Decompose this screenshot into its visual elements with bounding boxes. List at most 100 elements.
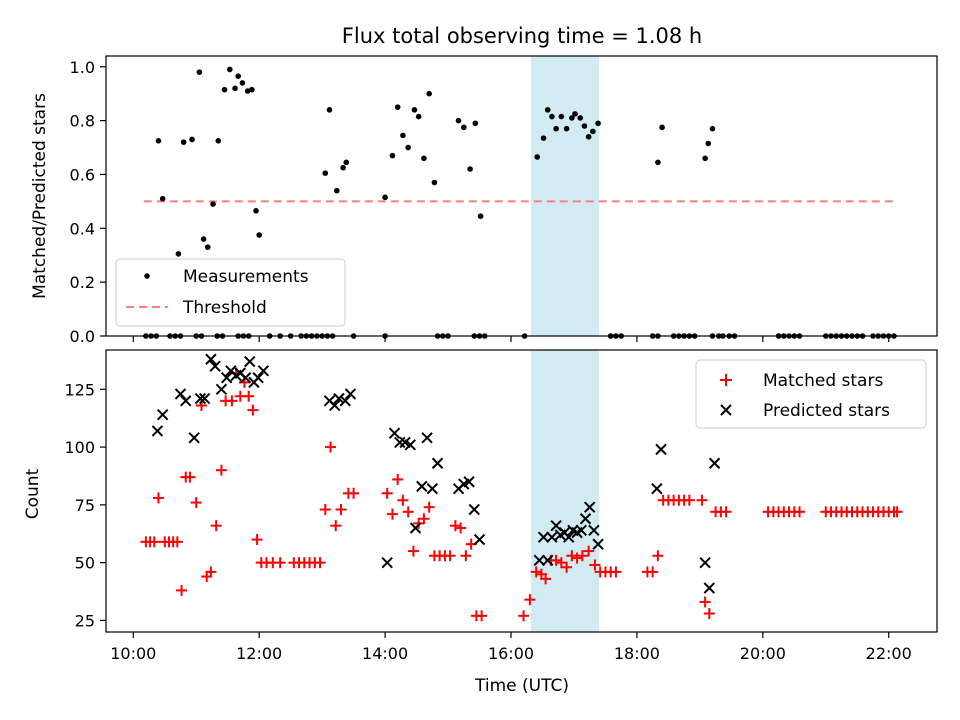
measurement-point — [232, 85, 238, 92]
matched-star-point — [518, 610, 530, 622]
bottom-count-points — [140, 353, 903, 622]
matched-star-point — [335, 503, 347, 515]
measurement-point — [467, 166, 473, 172]
measurement-point — [659, 124, 665, 131]
measurement-point — [702, 155, 708, 162]
matched-star-point — [794, 506, 806, 518]
measurement-point — [477, 213, 484, 219]
measurement-point — [563, 125, 570, 132]
matched-star-point — [566, 550, 578, 562]
matched-star-point — [423, 501, 435, 513]
predicted-star-point — [426, 482, 439, 495]
predicted-star-point — [579, 513, 592, 525]
measurement-point — [590, 128, 596, 135]
predicted-star-point — [550, 519, 562, 532]
predicted-star-point — [252, 372, 264, 384]
matched-star-point — [319, 503, 331, 515]
bottom-y-tick-label: 50 — [75, 554, 95, 573]
measurement-point — [400, 132, 406, 139]
measurement-point — [581, 123, 588, 129]
matched-star-point — [348, 487, 360, 499]
matched-star-point — [524, 594, 536, 606]
matched-star-point — [274, 557, 286, 569]
measurement-point — [705, 140, 712, 147]
predicted-star-point — [655, 443, 667, 456]
predicted-star-point — [257, 365, 270, 377]
predicted-star-point — [198, 392, 211, 405]
top-y-tick-label: 0.6 — [70, 165, 95, 184]
x-tick-label: 14:00 — [362, 644, 408, 663]
matched-star-point — [407, 545, 419, 557]
bottom-y-tick-label: 100 — [64, 438, 95, 457]
measurement-point — [340, 164, 346, 171]
predicted-star-point — [703, 582, 716, 594]
predicted-star-point — [588, 524, 600, 537]
top-y-tick-label: 0.8 — [70, 112, 95, 131]
legend-matched-label: Matched stars — [763, 371, 883, 391]
measurement-point — [235, 73, 242, 79]
chart-title: Flux total observing time = 1.08 h — [342, 24, 702, 48]
legend-threshold-label: Threshold — [182, 298, 267, 318]
predicted-star-point — [409, 522, 422, 534]
predicted-star-point — [344, 388, 357, 400]
bottom-shaded-span — [530, 350, 600, 632]
measurement-point — [460, 124, 467, 131]
matched-star-point — [171, 536, 183, 548]
measurement-point — [544, 107, 551, 113]
matched-star-point — [152, 492, 164, 504]
top-plot-frame — [105, 55, 938, 337]
predicted-star-point — [473, 533, 486, 546]
predicted-star-point — [421, 432, 433, 444]
matched-star-point — [699, 596, 711, 608]
x-tick-label: 10:00 — [110, 644, 156, 663]
matched-star-point — [589, 559, 601, 571]
matched-star-point — [576, 550, 588, 562]
predicted-star-point — [188, 432, 200, 444]
predicted-star-point — [546, 531, 558, 543]
measurement-point — [411, 107, 418, 113]
matched-star-point — [703, 608, 715, 620]
matched-star-point — [210, 520, 222, 532]
bottom-x-ticks: 10:00 12:00 14:00 16:00 18:00 20:00 22:00 — [110, 632, 912, 663]
matched-star-point — [386, 508, 398, 520]
measurement-point — [534, 154, 541, 160]
bottom-y-tick-label: 75 — [75, 496, 95, 515]
matched-star-point — [330, 520, 342, 532]
x-tick-label: 22:00 — [866, 644, 912, 663]
x-tick-label: 20:00 — [740, 644, 786, 663]
predicted-star-point — [329, 399, 341, 412]
bottom-y-axis-label: Count — [23, 468, 43, 519]
top-y-axis-label: Matched/Predicted stars — [30, 93, 50, 299]
matched-star-point — [215, 464, 227, 476]
matched-star-point — [696, 494, 708, 506]
bottom-plot-frame — [105, 349, 938, 633]
measurement-point — [585, 133, 592, 140]
top-y-tick-label: 0.4 — [70, 219, 95, 238]
matched-star-point — [460, 550, 472, 562]
matched-star-point — [583, 545, 595, 557]
top-y-tick-label: 0.0 — [70, 327, 95, 346]
predicted-star-point — [651, 482, 663, 495]
top-panel: 0.0 0.2 0.4 0.6 0.8 1.0 Matched/Predicted sta… — [30, 55, 938, 346]
predicted-star-point — [381, 556, 393, 569]
predicted-star-point — [404, 439, 416, 451]
matched-star-point — [251, 534, 263, 546]
predicted-star-point — [537, 531, 550, 543]
measurement-point — [180, 139, 187, 145]
top-legend-box — [115, 258, 346, 327]
measurement-point — [200, 236, 207, 242]
legend-measurements-label: Measurements — [183, 267, 309, 287]
measurement-point — [227, 66, 233, 73]
measurement-point — [249, 86, 255, 93]
predicted-star-point — [533, 554, 546, 567]
matched-star-point — [891, 506, 903, 518]
matched-star-point — [392, 473, 404, 485]
matched-star-point — [176, 584, 188, 596]
measurement-point — [553, 125, 559, 132]
matched-star-point — [683, 494, 695, 506]
measurement-point — [472, 120, 479, 127]
measurement-point — [343, 159, 350, 166]
measurement-point — [655, 159, 661, 166]
top-y-tick-label: 1.0 — [70, 58, 95, 77]
